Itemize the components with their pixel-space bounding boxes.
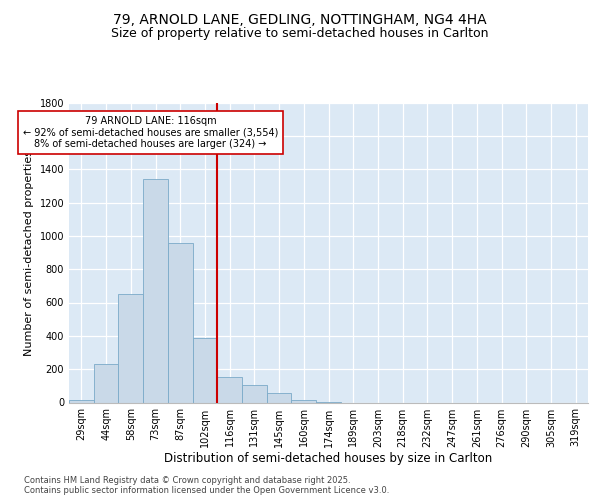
Bar	[168, 242, 193, 402]
Bar	[94, 364, 118, 403]
Bar	[217, 376, 242, 402]
Text: Contains HM Land Registry data © Crown copyright and database right 2025.
Contai: Contains HM Land Registry data © Crown c…	[24, 476, 389, 495]
Bar	[267, 394, 292, 402]
Bar	[193, 338, 217, 402]
Bar	[69, 400, 94, 402]
Bar	[143, 179, 168, 402]
Bar	[242, 385, 267, 402]
Bar	[292, 400, 316, 402]
Y-axis label: Number of semi-detached properties: Number of semi-detached properties	[24, 150, 34, 356]
Text: 79, ARNOLD LANE, GEDLING, NOTTINGHAM, NG4 4HA: 79, ARNOLD LANE, GEDLING, NOTTINGHAM, NG…	[113, 12, 487, 26]
Text: 79 ARNOLD LANE: 116sqm
← 92% of semi-detached houses are smaller (3,554)
8% of s: 79 ARNOLD LANE: 116sqm ← 92% of semi-det…	[23, 116, 278, 149]
X-axis label: Distribution of semi-detached houses by size in Carlton: Distribution of semi-detached houses by …	[164, 452, 493, 466]
Bar	[118, 294, 143, 403]
Text: Size of property relative to semi-detached houses in Carlton: Size of property relative to semi-detach…	[111, 28, 489, 40]
